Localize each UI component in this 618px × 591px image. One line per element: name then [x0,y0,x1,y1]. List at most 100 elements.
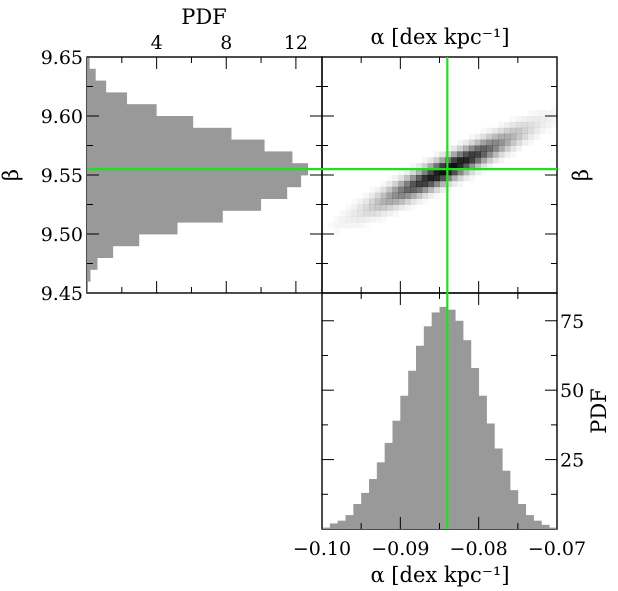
density-cell [363,193,369,199]
density-cell [380,210,387,217]
density-cell [510,145,517,152]
pdf-xtick-label: 4 [151,32,163,54]
density-cell [340,210,346,216]
density-cell [492,139,499,146]
density-cell [515,127,523,134]
density-cell [480,151,487,158]
density-cell [486,163,493,170]
density-cell [351,204,358,211]
beta-ytick-label: 9.60 [41,106,83,128]
alpha-marginal-xlabel: α [dex kpc⁻¹] [370,563,509,587]
beta-ytick-label: 9.55 [41,165,83,187]
density-cell [463,169,470,176]
alpha-xtick-label: −0.09 [371,538,429,560]
density-cell [439,151,446,158]
density-cell [340,222,346,228]
density-cell [451,157,458,164]
beta-bar [87,151,293,164]
alpha-bar [510,490,519,529]
density-cell [521,139,528,146]
density-cell [498,139,505,146]
density-cell [521,116,528,123]
density-cell [345,210,352,217]
density-cell [474,145,481,152]
density-cell [474,157,481,164]
beta-bar [87,68,96,81]
density-cell [551,116,557,122]
density-cell [498,122,504,128]
density-cell [380,192,387,199]
density-cell [445,180,452,188]
density-cell [334,216,340,222]
density-cell [445,169,452,176]
density-cell [486,127,493,134]
density-cell [498,157,504,163]
density-cell [480,163,487,170]
density-cell [433,175,440,182]
density-cell [468,151,476,158]
density-cell [545,116,552,123]
beta-bar [87,80,107,93]
density-cell [398,180,405,188]
density-cell [521,121,528,129]
density-cell [374,204,382,211]
beta-ytick-label: 9.65 [41,47,83,69]
density-cell [427,186,434,193]
density-cell [545,121,552,129]
alpha-bar [494,448,503,529]
density-cell [398,204,405,211]
alpha-bar [345,515,354,529]
density-cell [369,198,376,205]
density-cell [363,198,370,205]
density-cell [351,222,357,228]
density-cell [527,127,534,134]
density-cell [551,104,557,110]
pdf-ytick-label: 75 [560,311,584,333]
alpha-xtick-label: −0.07 [528,538,586,560]
alpha-bar [369,479,378,529]
density-cell [510,121,517,129]
density-cell [504,133,511,140]
density-cell [422,157,428,163]
pdf-ytick-label: 25 [560,450,584,472]
beta-bar [87,139,265,152]
density-cell [351,199,357,205]
density-cell [369,210,376,217]
density-cell [539,110,545,116]
density-cell [457,140,463,146]
beta-bar [87,104,157,117]
density-cell [381,181,387,187]
density-cell [457,163,464,170]
alpha-bar [416,345,425,529]
density-cell [457,181,463,187]
beta-bar [87,245,114,258]
density-cell [463,157,470,164]
density-cell [474,133,481,140]
density-cell [545,128,551,134]
density-cell [404,175,411,182]
density-cell [363,210,370,217]
alpha-bar [478,395,487,529]
pdf-xtick-label: 8 [220,32,232,54]
alpha-bar [439,306,448,529]
density-cell [534,110,540,116]
density-cell [492,127,499,134]
alpha-bar [517,504,527,529]
density-cell [504,139,511,146]
density-cell [334,222,340,228]
density-cell [404,198,411,205]
density-cell [474,139,481,146]
alpha-bar [549,527,558,529]
alpha-bar [502,470,511,529]
density-cell [486,151,493,158]
density-cell [410,192,417,199]
density-cell [374,192,382,199]
density-cell [480,133,487,140]
alpha-bar [337,520,346,529]
density-cell [357,204,364,211]
density-cell [392,192,399,199]
density-cell [421,169,429,176]
density-cell [445,163,452,170]
density-cell [527,121,534,129]
